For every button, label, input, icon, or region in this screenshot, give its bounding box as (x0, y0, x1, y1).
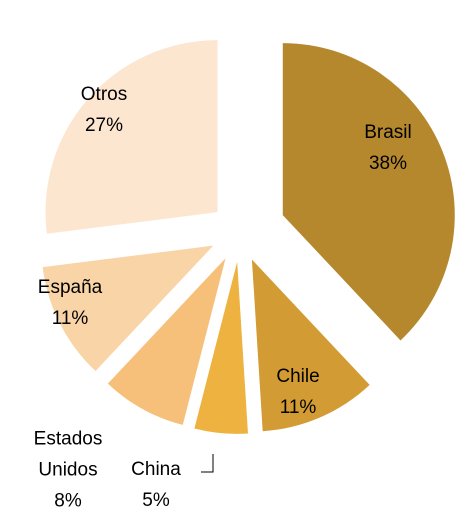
pie-slice (107, 258, 226, 425)
slice-label: China 5% (106, 454, 206, 516)
leader-line (201, 454, 214, 473)
slice-label: España 11% (20, 272, 120, 334)
pie-slice (42, 245, 214, 372)
slice-percent: 38% (368, 153, 408, 174)
pie-slice (194, 261, 248, 434)
slice-percent: 8% (54, 490, 82, 512)
slice-percent: 5% (142, 490, 170, 511)
slice-name: China (131, 459, 181, 480)
slice-name: Otros (80, 84, 128, 105)
slice-percent: 11% (51, 308, 89, 329)
slice-label: Estados Unidos 8% (28, 424, 108, 517)
slice-label: Chile 11% (248, 361, 348, 423)
pie-slice (282, 43, 455, 341)
slice-name: Estados Unidos (33, 428, 103, 481)
pie-slice (45, 40, 218, 234)
pie-slice (251, 259, 370, 432)
slice-percent: 11% (279, 397, 317, 418)
slice-label: Otros 27% (54, 79, 154, 141)
slice-name: Brasil (364, 122, 412, 143)
slice-percent: 27% (84, 115, 124, 136)
slice-label: Brasil 38% (338, 117, 438, 179)
slice-name: Chile (276, 366, 320, 387)
slice-name: España (37, 277, 103, 298)
